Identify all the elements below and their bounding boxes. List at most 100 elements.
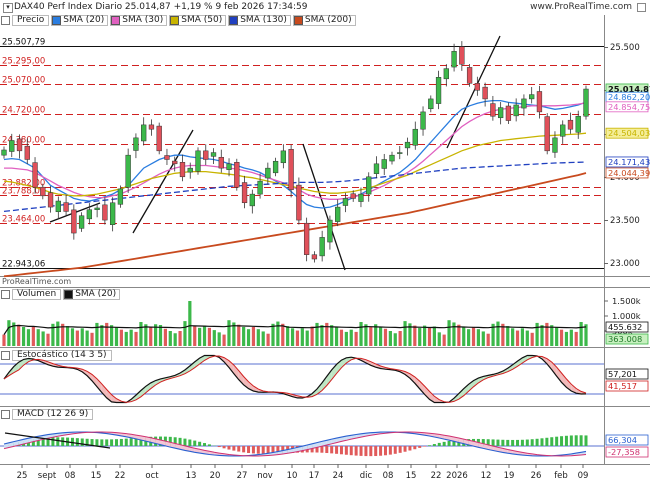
- volume-bar: [423, 325, 427, 346]
- candle-body: [47, 192, 54, 208]
- collapse-icon[interactable]: ▾: [3, 3, 13, 13]
- macd-hist-bar: [183, 438, 187, 446]
- macd-hist-bar: [315, 446, 319, 453]
- volume-bar: [144, 324, 148, 346]
- volume-bar: [579, 322, 583, 346]
- volume-toggle-icon[interactable]: [1, 290, 10, 299]
- candle-body: [303, 222, 310, 255]
- volume-bar: [217, 332, 221, 346]
- macd-hist-bar: [408, 446, 412, 451]
- legend-sma20[interactable]: SMA (20): [51, 15, 109, 26]
- volume-bar: [418, 327, 422, 346]
- volume-bar: [12, 322, 16, 346]
- volume-bar: [584, 324, 588, 346]
- volume-bar: [496, 321, 500, 346]
- macd-hist-bar: [560, 436, 564, 446]
- price-level-label: 25.507,79: [2, 38, 45, 48]
- window-icon[interactable]: [637, 3, 646, 12]
- macd-hist-bar: [530, 439, 534, 446]
- macd-hist-bar: [525, 439, 529, 446]
- date-axis-label: dic: [360, 471, 373, 481]
- volume-legend: Volumen SMA (20): [1, 289, 121, 300]
- candle-body: [474, 83, 481, 91]
- legend-sma50[interactable]: SMA (50): [169, 15, 227, 26]
- price-level-label: 23.788,00: [2, 187, 45, 197]
- stoch-toggle-icon[interactable]: [1, 351, 10, 360]
- candle-body: [366, 176, 372, 195]
- date-axis-label: 09: [578, 471, 589, 481]
- price-right-label: 25.014,87: [608, 84, 650, 94]
- volume-bar: [550, 325, 554, 346]
- legend-sma130[interactable]: SMA (130): [228, 15, 291, 26]
- candle-body: [241, 182, 248, 204]
- stoch-fill: [463, 384, 469, 396]
- candle-body: [210, 152, 217, 157]
- candle-body: [78, 215, 85, 229]
- macd-hist-bar: [134, 437, 138, 446]
- candle-body: [257, 180, 263, 195]
- volume-bar: [452, 322, 456, 346]
- volume-bar: [369, 326, 373, 346]
- volume-bar: [251, 326, 256, 346]
- candle-body: [435, 77, 442, 104]
- candle-body: [412, 128, 418, 146]
- brand-link[interactable]: www.ProRealTime.com: [530, 2, 632, 12]
- legend-sma30[interactable]: SMA (30): [110, 15, 168, 26]
- volume-bar: [70, 328, 75, 346]
- volume-bar: [188, 301, 192, 346]
- candle-body: [9, 140, 15, 152]
- macd-toggle-icon[interactable]: [1, 410, 10, 419]
- volume-bar: [393, 333, 397, 346]
- macd-hist-bar: [496, 439, 500, 446]
- macd-hist-bar: [584, 435, 588, 446]
- date-axis-label: 26: [531, 471, 542, 481]
- volume-bars: [2, 301, 588, 346]
- candle-body: [482, 86, 488, 100]
- stoch-d-line: [3, 355, 587, 403]
- price-level-label: 22.943,06: [2, 260, 45, 270]
- date-axis-label: 25: [17, 471, 28, 481]
- legend-volume[interactable]: Volumen: [12, 289, 62, 300]
- volume-bar: [85, 330, 89, 346]
- stoch-fill: [507, 364, 513, 372]
- macd-hist-bar: [506, 439, 510, 446]
- macd-hist-bar: [520, 439, 524, 446]
- macd-hist-bar: [80, 438, 84, 446]
- legend-macd[interactable]: MACD (12 26 9): [12, 409, 94, 420]
- macd-hist-bar: [232, 446, 236, 451]
- macd-hist-bar: [564, 435, 568, 446]
- price-levels: [0, 46, 604, 269]
- stoch-fill: [341, 357, 347, 368]
- date-axis-label: 08: [383, 471, 394, 481]
- date-axis-label: sept: [38, 471, 57, 481]
- date-axis-label: feb: [554, 471, 568, 481]
- date-axis-label: 24: [333, 471, 344, 481]
- macd-hist-bar: [374, 446, 378, 457]
- macd-hist-bar: [110, 439, 114, 446]
- macd-hist-bar: [124, 438, 128, 446]
- price-toggle-icon[interactable]: [1, 16, 10, 25]
- volume-bar: [227, 320, 231, 346]
- legend-stoch[interactable]: Estocástico (14 3 5): [12, 350, 112, 361]
- macd-fill: [317, 441, 322, 448]
- candle-body: [195, 150, 201, 172]
- macd-hist-bar: [413, 446, 417, 450]
- candle-body: [102, 204, 108, 221]
- macd-hist-bar: [178, 437, 182, 446]
- volume-bar: [163, 328, 167, 346]
- candle-body: [296, 184, 302, 221]
- indicator-right-label: 57,201: [608, 369, 637, 379]
- macd-hist-bar: [569, 435, 573, 446]
- volume-bar: [80, 328, 84, 346]
- legend-volume-sma[interactable]: SMA (20): [63, 289, 121, 300]
- legend-price[interactable]: Precio: [12, 15, 50, 26]
- macd-hist-bar: [379, 446, 383, 456]
- volume-bar: [290, 328, 295, 346]
- volume-bar: [408, 323, 412, 346]
- legend-sma200[interactable]: SMA (200): [292, 15, 356, 26]
- candle-body: [505, 105, 512, 121]
- macd-hist-bar: [535, 438, 539, 446]
- volume-bar: [256, 329, 260, 346]
- candle-body: [125, 154, 131, 188]
